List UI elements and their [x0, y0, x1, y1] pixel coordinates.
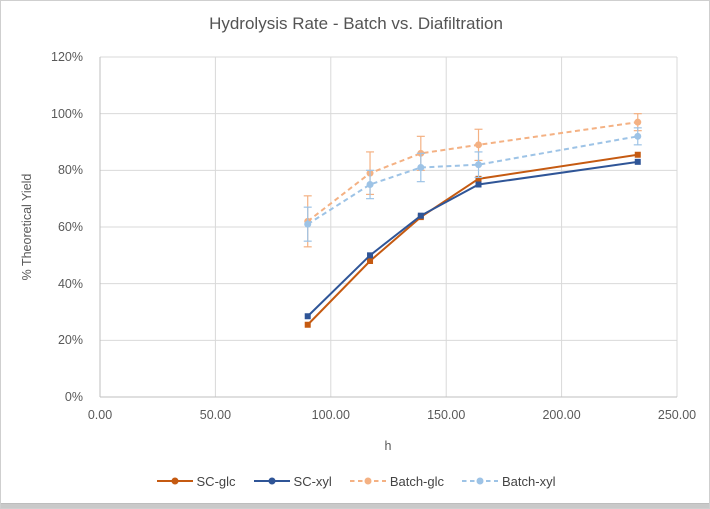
- x-axis-title: h: [384, 439, 392, 453]
- x-tick-label: 250.00: [657, 408, 697, 422]
- y-tick-label: 20%: [57, 333, 83, 348]
- legend-swatch: [462, 477, 499, 485]
- legend: SC-glc SC-xyl Batch-glc Batch-xyl: [1, 470, 709, 492]
- legend-label: Batch-xyl: [502, 473, 556, 489]
- legend-item: Batch-xyl: [462, 474, 555, 489]
- legend-item: Batch-glc: [349, 473, 445, 489]
- legend-swatch: [349, 477, 386, 485]
- x-tick-label: 50.00: [199, 408, 232, 422]
- y-tick-label: 60%: [57, 220, 83, 234]
- legend-item: SC-xyl: [253, 473, 332, 489]
- y-tick-label: 120%: [51, 50, 83, 64]
- legend-label: SC-xyl: [293, 473, 332, 489]
- x-tick-label: 200.00: [542, 408, 581, 422]
- y-tick-label: 80%: [57, 163, 83, 178]
- legend-item: SC-glc: [156, 473, 236, 489]
- window-bottom-edge: [1, 503, 709, 508]
- y-tick-label: 40%: [57, 276, 83, 291]
- x-tick-label: 0.00: [87, 408, 113, 422]
- y-tick-label: 100%: [51, 106, 83, 121]
- x-tick-label: 100.00: [311, 408, 350, 422]
- legend-label: Batch-glc: [389, 473, 445, 489]
- legend-label: SC-glc: [196, 473, 236, 489]
- legend-swatch: [253, 477, 290, 485]
- legend-swatch: [156, 477, 193, 485]
- y-tick-label: 0%: [64, 390, 83, 404]
- chart-title: Hydrolysis Rate - Batch vs. Diafiltratio…: [209, 14, 503, 33]
- x-tick-label: 150.00: [427, 408, 466, 422]
